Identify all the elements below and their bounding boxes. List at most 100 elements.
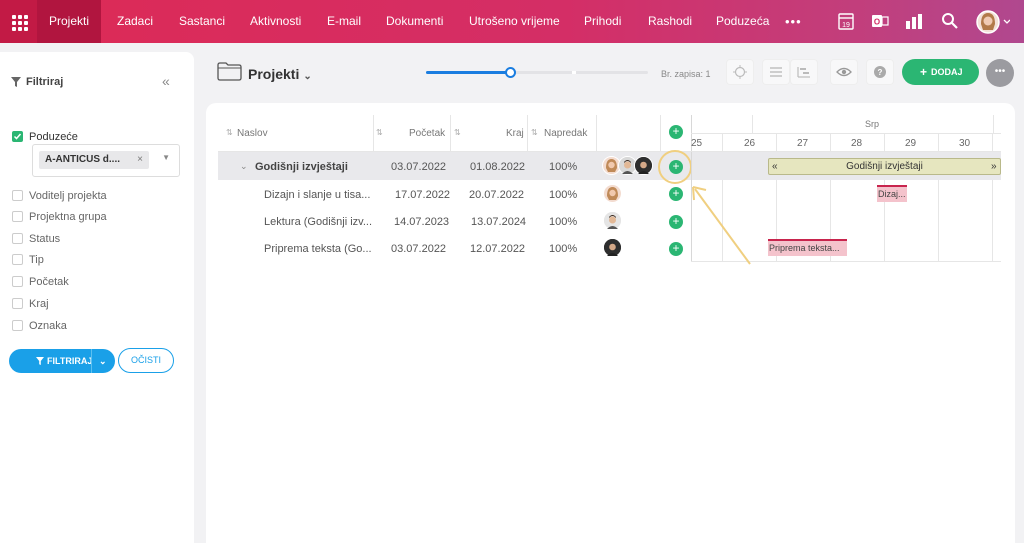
nav-item-sastanci[interactable]: Sastanci xyxy=(179,14,226,28)
nav-item-utroseno-vrijeme[interactable]: Utrošeno vrijeme xyxy=(469,14,560,28)
eye-icon xyxy=(836,67,852,77)
check-icon xyxy=(13,133,22,140)
nav-item-prihodi[interactable]: Prihodi xyxy=(584,14,622,28)
add-button[interactable]: + DODAJ xyxy=(902,59,979,85)
filter-label-voditelj: Voditelj projekta xyxy=(29,190,107,202)
gantt-view-button[interactable] xyxy=(790,59,818,85)
filter-checkbox-voditelj[interactable] xyxy=(12,190,23,201)
company-chip-label: A-ANTICUS d.... xyxy=(45,154,120,165)
sort-icon[interactable]: ⇅ xyxy=(376,128,383,137)
clear-button[interactable]: OČISTI xyxy=(118,348,174,373)
gantt-day: 27 xyxy=(797,138,809,149)
slider-track xyxy=(426,71,648,74)
row-start: 14.07.2023 xyxy=(394,216,450,228)
chevron-down-icon: ⌄ xyxy=(303,71,312,82)
filter-label-kraj: Kraj xyxy=(29,298,49,310)
list-view-button[interactable] xyxy=(762,59,790,85)
gantt-day: 28 xyxy=(851,138,863,149)
filter-checkbox-oznaka[interactable] xyxy=(12,320,23,331)
filter-label-tip: Tip xyxy=(29,254,44,266)
gantt-bar-group[interactable]: « Godišnji izvještaji » xyxy=(768,158,1001,175)
target-button[interactable] xyxy=(726,59,754,85)
row-start: 17.07.2022 xyxy=(395,189,451,201)
avatar[interactable] xyxy=(634,156,653,175)
add-subtask-icon[interactable]: + xyxy=(669,187,683,201)
apps-grid-icon[interactable] xyxy=(0,0,37,43)
funnel-icon xyxy=(36,357,44,365)
gantt-month: Srp xyxy=(865,119,880,129)
gantt-icon xyxy=(797,67,810,78)
gantt-bar-priprema[interactable]: Priprema teksta... xyxy=(768,239,847,256)
list-icon xyxy=(770,67,782,77)
tutorial-arrow-icon xyxy=(692,186,751,265)
add-subtask-icon[interactable]: + xyxy=(669,160,683,174)
nav-item-dokumenti[interactable]: Dokumenti xyxy=(386,14,444,28)
row-end: 01.08.2022 xyxy=(470,161,526,173)
filter-label-grupa: Projektna grupa xyxy=(29,211,107,223)
top-nav: Projekti Zadaci Sastanci Aktivnosti E-ma… xyxy=(0,0,1024,43)
view-button[interactable] xyxy=(830,59,858,85)
company-select[interactable]: A-ANTICUS d.... × ▼ xyxy=(32,144,180,177)
filter-checkbox-tip[interactable] xyxy=(12,254,23,265)
scroll-right-icon: » xyxy=(991,161,997,172)
header-napredak[interactable]: Napredak xyxy=(544,128,588,139)
filter-checkbox-status[interactable] xyxy=(12,233,23,244)
row-title[interactable]: Priprema teksta (Go... xyxy=(264,243,372,255)
gantt-day: 30 xyxy=(959,138,971,149)
filter-options-chevron-icon[interactable]: ⌄ xyxy=(99,356,107,366)
sort-icon[interactable]: ⇅ xyxy=(531,128,538,137)
more-options-button[interactable]: ••• xyxy=(986,59,1014,87)
help-button[interactable]: ? xyxy=(866,59,894,85)
gantt-day: 26 xyxy=(744,138,756,149)
avatar[interactable] xyxy=(603,211,622,230)
filter-checkbox-pocetak[interactable] xyxy=(12,276,23,287)
user-avatar[interactable] xyxy=(976,10,1011,34)
gantt-bar-dizajn[interactable]: Dizaj... xyxy=(877,185,907,202)
company-checkbox[interactable] xyxy=(12,131,23,142)
row-title[interactable]: Dizajn i slanje u tisa... xyxy=(264,189,371,201)
calendar-icon[interactable]: 19 xyxy=(838,12,854,32)
filter-label-oznaka: Oznaka xyxy=(29,320,67,332)
filter-checkbox-kraj[interactable] xyxy=(12,298,23,309)
nav-item-poduzeca[interactable]: Poduzeća xyxy=(716,14,770,28)
filter-button[interactable]: FILTRIRAJ ⌄ xyxy=(9,349,115,373)
row-end: 12.07.2022 xyxy=(470,243,526,255)
page-title[interactable]: Projekti ⌄ xyxy=(248,66,312,82)
add-subtask-icon[interactable]: + xyxy=(669,242,683,256)
header-kraj[interactable]: Kraj xyxy=(506,128,524,139)
collapse-sidebar-icon[interactable]: « xyxy=(162,73,170,89)
avatar[interactable] xyxy=(603,238,622,257)
remove-chip-icon[interactable]: × xyxy=(137,154,143,165)
slider-fill xyxy=(426,71,511,74)
add-subtask-icon[interactable]: + xyxy=(669,215,683,229)
row-progress: 100% xyxy=(549,189,578,201)
sort-icon[interactable]: ⇅ xyxy=(226,128,233,137)
gantt-day: 29 xyxy=(905,138,917,149)
dropdown-arrow-icon[interactable]: ▼ xyxy=(162,153,170,162)
filter-sidebar xyxy=(0,52,194,543)
funnel-icon xyxy=(11,77,21,87)
add-row-icon[interactable]: + xyxy=(669,125,683,139)
chevron-down-icon[interactable]: ⌄ xyxy=(240,161,248,171)
bar-chart-icon[interactable] xyxy=(905,12,923,32)
nav-more-icon[interactable]: ••• xyxy=(785,14,802,29)
zoom-slider[interactable] xyxy=(426,67,648,78)
outlook-icon[interactable]: O xyxy=(871,12,889,32)
avatar[interactable] xyxy=(603,184,622,203)
plus-icon: + xyxy=(920,65,928,79)
nav-item-rashodi[interactable]: Rashodi xyxy=(648,14,693,28)
gantt-bar-label: Godišnji izvještaji xyxy=(846,161,923,172)
row-title[interactable]: Lektura (Godišnji izv... xyxy=(264,216,373,228)
nav-item-aktivnosti[interactable]: Aktivnosti xyxy=(250,14,302,28)
nav-item-email[interactable]: E-mail xyxy=(327,14,362,28)
search-icon[interactable] xyxy=(941,12,959,32)
header-naslov[interactable]: Naslov xyxy=(237,128,268,139)
filter-checkbox-grupa[interactable] xyxy=(12,211,23,222)
nav-item-zadaci[interactable]: Zadaci xyxy=(117,14,154,28)
row-title[interactable]: Godišnji izvještaji xyxy=(255,161,348,173)
header-pocetak[interactable]: Početak xyxy=(409,128,446,139)
nav-item-projekti[interactable]: Projekti xyxy=(37,0,102,43)
sort-icon[interactable]: ⇅ xyxy=(454,128,461,137)
row-start: 03.07.2022 xyxy=(391,161,447,173)
row-progress: 100% xyxy=(549,243,578,255)
